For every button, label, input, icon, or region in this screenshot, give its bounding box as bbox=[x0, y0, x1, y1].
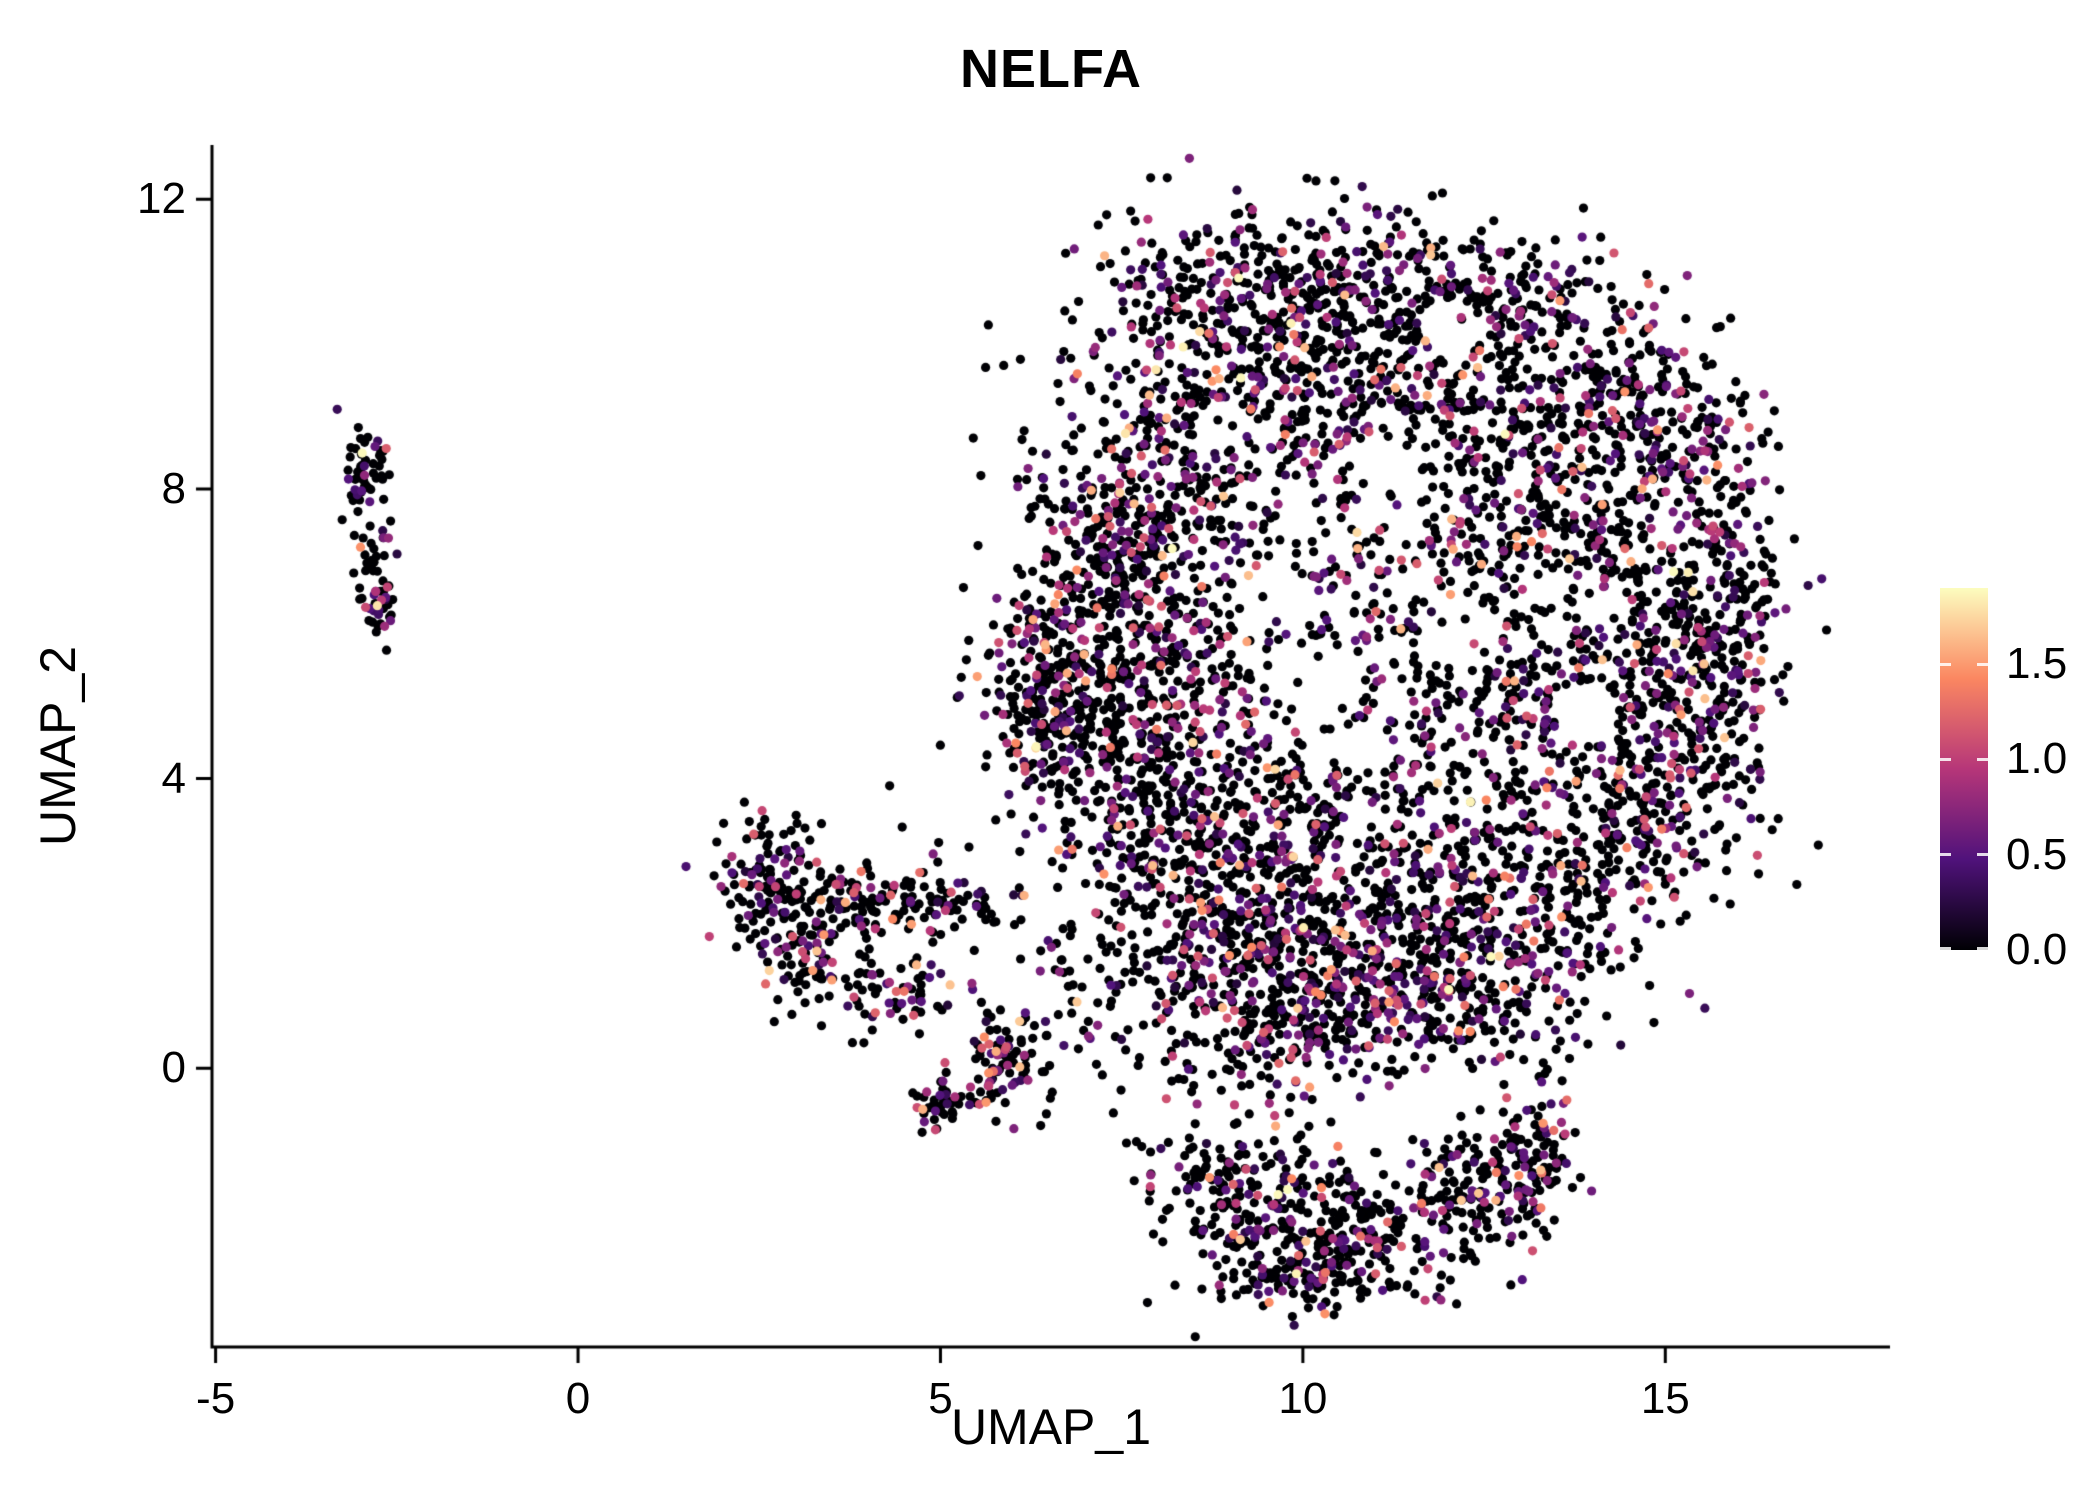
colorbar-tick-label: 1.0 bbox=[2006, 734, 2068, 784]
colorbar-tick-mark bbox=[1940, 947, 1951, 950]
x-tick-label: 10 bbox=[1278, 1374, 1328, 1423]
colorbar-tick-label: 0.5 bbox=[2006, 829, 2068, 879]
colorbar-tick-mark bbox=[1977, 662, 1988, 666]
x-tick-label: -5 bbox=[196, 1374, 236, 1423]
colorbar-tick-mark bbox=[1940, 853, 1951, 857]
colorbar-tick-label: 1.5 bbox=[2006, 639, 2068, 689]
y-tick-label: 0 bbox=[161, 1043, 186, 1093]
x-axis-title: UMAP_1 bbox=[950, 1399, 1152, 1455]
y-tick-label: 8 bbox=[161, 463, 186, 513]
y-axis-title: UMAP_2 bbox=[30, 645, 86, 847]
colorbar-tick-mark bbox=[1977, 853, 1988, 857]
y-tick-label: 4 bbox=[161, 753, 186, 803]
plot-title: NELFA bbox=[959, 39, 1142, 99]
y-tick-label: 12 bbox=[137, 174, 186, 224]
x-tick-label: 15 bbox=[1640, 1374, 1690, 1423]
colorbar-tick-mark bbox=[1977, 947, 1988, 950]
colorbar-tick-mark bbox=[1940, 662, 1951, 666]
x-tick-label: 0 bbox=[565, 1374, 591, 1423]
colorbar-gradient bbox=[1940, 588, 1988, 950]
x-tick-label: 5 bbox=[928, 1374, 953, 1423]
colorbar-tick-mark bbox=[1940, 757, 1951, 761]
colorbar-legend: 1.5 1.0 0.5 0.0 bbox=[1940, 588, 2100, 974]
colorbar-tick-mark bbox=[1977, 757, 1988, 761]
colorbar-tick-label: 0.0 bbox=[2006, 925, 2068, 974]
